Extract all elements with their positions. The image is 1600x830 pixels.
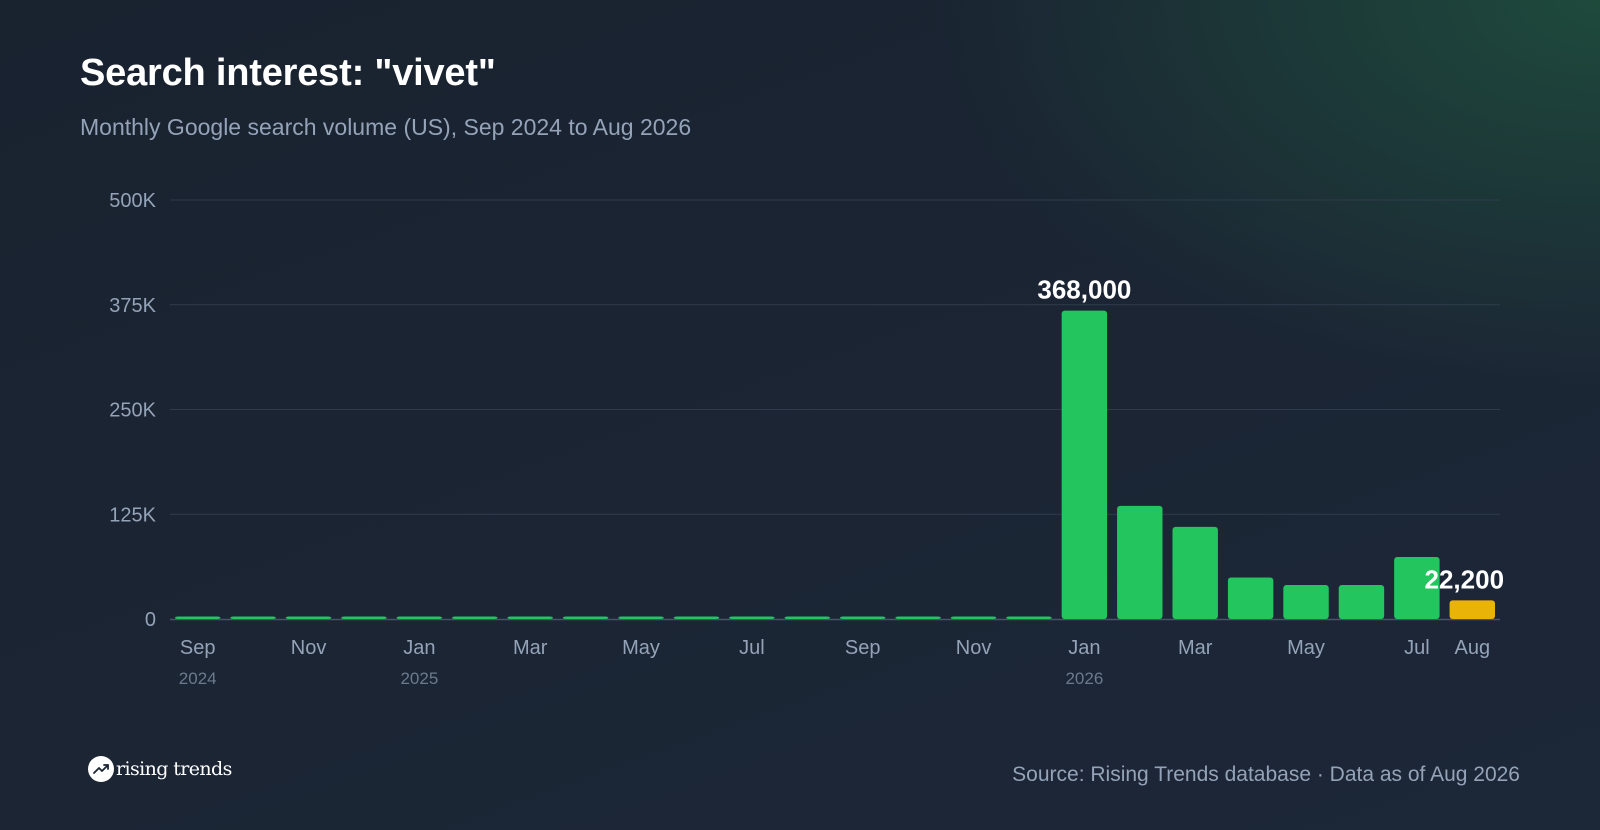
bar — [618, 616, 664, 619]
x-tick-label: May — [1287, 637, 1325, 659]
bar — [507, 616, 553, 619]
bar — [341, 616, 387, 619]
bar — [895, 616, 941, 619]
bar — [729, 616, 775, 619]
x-tick-label: Jul — [739, 637, 765, 659]
bar — [174, 616, 221, 619]
bar — [230, 616, 276, 619]
bar — [839, 616, 886, 619]
y-tick-label: 500K — [109, 190, 156, 212]
bar — [285, 616, 332, 619]
chart-title: Search interest: "vivet" — [80, 52, 496, 94]
x-tick-label: Jul — [1404, 637, 1430, 659]
bar-chart: 0 125K 250K 375K 500K 368,000 22,200 Sep 2024 Nov… — [109, 190, 1505, 688]
bar — [1283, 585, 1329, 619]
chart-subtitle: Monthly Google search volume (US), Sep 2… — [80, 114, 692, 140]
bar — [1394, 556, 1440, 619]
x-year-label: 2024 — [179, 669, 217, 688]
x-tick-label: Aug — [1454, 637, 1490, 659]
x-tick-label: Sep — [180, 637, 216, 659]
brand-logo: rising trends — [88, 756, 232, 782]
x-tick-label: May — [622, 637, 660, 659]
bar — [950, 616, 997, 619]
y-tick-label: 250K — [109, 400, 156, 422]
source-note: Source: Rising Trends database · Data as… — [1012, 763, 1520, 786]
bar — [1227, 577, 1274, 619]
bar — [1061, 310, 1108, 619]
y-tick-label: 0 — [145, 609, 156, 631]
bar — [1172, 526, 1218, 619]
x-tick-label: Mar — [513, 637, 548, 659]
x-tick-label: Jan — [403, 637, 435, 659]
y-tick-label: 375K — [109, 295, 156, 317]
y-tick-label: 125K — [109, 504, 156, 526]
bar — [1006, 616, 1052, 619]
data-label: 22,200 — [1425, 564, 1505, 594]
data-label: 368,000 — [1037, 275, 1131, 305]
bar — [1117, 505, 1163, 619]
x-year-label: 2025 — [400, 669, 438, 688]
x-tick-label: Nov — [291, 637, 327, 659]
bar — [452, 616, 498, 619]
bar — [396, 616, 443, 619]
x-year-label: 2026 — [1065, 669, 1103, 688]
bar — [673, 616, 720, 619]
bar — [562, 616, 609, 619]
bar — [784, 616, 831, 619]
brand-name: rising trends — [116, 758, 232, 780]
x-tick-label: Nov — [956, 637, 992, 659]
x-tick-label: Mar — [1178, 637, 1213, 659]
x-tick-label: Sep — [845, 637, 881, 659]
bar — [1449, 600, 1496, 619]
x-tick-label: Jan — [1068, 637, 1100, 659]
bar — [1338, 585, 1385, 619]
trending-up-icon — [88, 756, 114, 782]
